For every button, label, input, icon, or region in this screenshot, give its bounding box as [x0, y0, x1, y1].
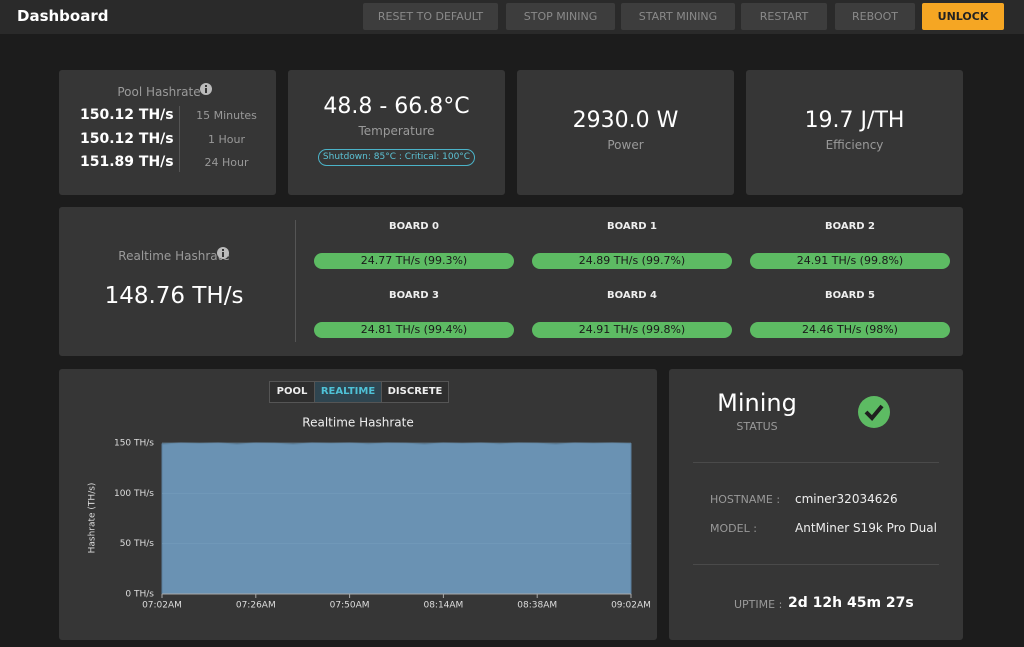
limits: Shutdown: 85°C : Critical: 100°C	[318, 149, 475, 166]
y-tick-label: 100 TH/s	[114, 489, 154, 499]
check-icon	[858, 396, 890, 428]
x-tick-label: 07:26AM	[236, 601, 276, 611]
x-tick-label: 08:38AM	[517, 601, 557, 611]
button[interactable]: STOP MINING	[506, 3, 615, 30]
divider	[179, 106, 180, 172]
board-name: BOARD 4	[606, 290, 658, 301]
divider	[693, 564, 939, 565]
uptime-label: UPTIME :	[734, 598, 783, 611]
header: Dashboard RESET TO DEFAULT STOP MINING S…	[0, 0, 1024, 34]
board-hashrate: 24.91 TH/s (99.8%)	[750, 253, 950, 269]
board-hashrate: 24.89 TH/s (99.7%)	[532, 253, 732, 269]
info-icon	[217, 247, 229, 259]
hostname: cminer32034626	[795, 492, 898, 506]
value: 48.8 - 66.8°C	[323, 94, 470, 119]
title: Dashboard	[17, 7, 109, 25]
model: AntMiner S19k Pro Dual	[795, 521, 937, 535]
state: Mining	[717, 389, 797, 417]
value: 2930.0 W	[572, 108, 679, 133]
board-name: BOARD 1	[606, 221, 658, 232]
x-tick-label: 07:50AM	[330, 601, 370, 611]
info-icon	[200, 83, 212, 95]
button[interactable]: REBOOT	[835, 3, 915, 30]
y-tick-label: 50 TH/s	[120, 539, 155, 549]
x-tick-label: 08:14AM	[423, 601, 463, 611]
y-axis-label: Hashrate (TH/s)	[88, 483, 98, 554]
card-title: Pool Hashrate	[117, 85, 201, 99]
temp-card: 48.8 - 66.8°C Temperature Shutdown: 85°C…	[288, 70, 505, 195]
pool-value: 150.12 TH/s	[80, 130, 174, 147]
tab[interactable]: DISCRETE	[381, 381, 449, 403]
y-tick-label: 150 TH/s	[114, 439, 154, 449]
state-label: STATUS	[736, 420, 778, 433]
label: Power	[607, 138, 644, 152]
pool-value: 150.12 TH/s	[80, 107, 174, 123]
uptime: 2d 12h 45m 27s	[788, 595, 914, 611]
y-tick-label: 0 TH/s	[125, 590, 154, 600]
hostname-label: HOSTNAME :	[710, 493, 781, 506]
board-hashrate: 24.91 TH/s (99.8%)	[532, 322, 732, 338]
pool-period: 1 Hour	[208, 132, 245, 146]
area	[161, 442, 632, 595]
board-name: BOARD 3	[388, 290, 440, 301]
value: 19.7 J/TH	[804, 108, 905, 133]
efficiency-card: 19.7 J/TH Efficiency	[746, 70, 963, 195]
x-tick-label: 09:02AM	[611, 601, 651, 611]
power-card: 2930.0 W Power	[517, 70, 734, 195]
board-name: BOARD 5	[824, 290, 876, 301]
board-name: BOARD 0	[388, 221, 440, 232]
x-tick-label: 07:02AM	[142, 601, 182, 611]
card-title: Realtime Hashrate	[118, 249, 230, 263]
pool-period: 24 Hour	[204, 156, 249, 169]
model-label: MODEL :	[710, 522, 757, 535]
pool-period: 15 Minutes	[196, 109, 257, 122]
button[interactable]: START MINING	[621, 3, 735, 30]
button[interactable]: RESET TO DEFAULT	[363, 3, 498, 30]
tab[interactable]: REALTIME	[314, 381, 382, 403]
divider	[693, 462, 939, 463]
button[interactable]: RESTART	[741, 3, 827, 30]
board-name: BOARD 2	[824, 221, 876, 232]
button[interactable]: UNLOCK	[922, 3, 1004, 30]
chart-title: Realtime Hashrate	[302, 416, 413, 430]
board-hashrate: 24.46 TH/s (98%)	[750, 322, 950, 338]
pool-card: Pool Hashrate 150.12 TH/s 15 Minutes 150.1…	[59, 70, 276, 195]
value: 148.76 TH/s	[104, 283, 244, 309]
realtime-card: Realtime Hashrate 148.76 TH/s BOARD 0 24.…	[59, 207, 963, 356]
divider	[295, 220, 296, 342]
pool-value: 151.89 TH/s	[80, 154, 174, 170]
board-hashrate: 24.81 TH/s (99.4%)	[314, 322, 514, 338]
label: Efficiency	[825, 138, 884, 152]
board-hashrate: 24.77 TH/s (99.3%)	[314, 253, 514, 269]
label: Temperature	[358, 124, 435, 138]
status-card: Mining STATUS HOSTNAME : cminer32034626 …	[669, 369, 963, 640]
